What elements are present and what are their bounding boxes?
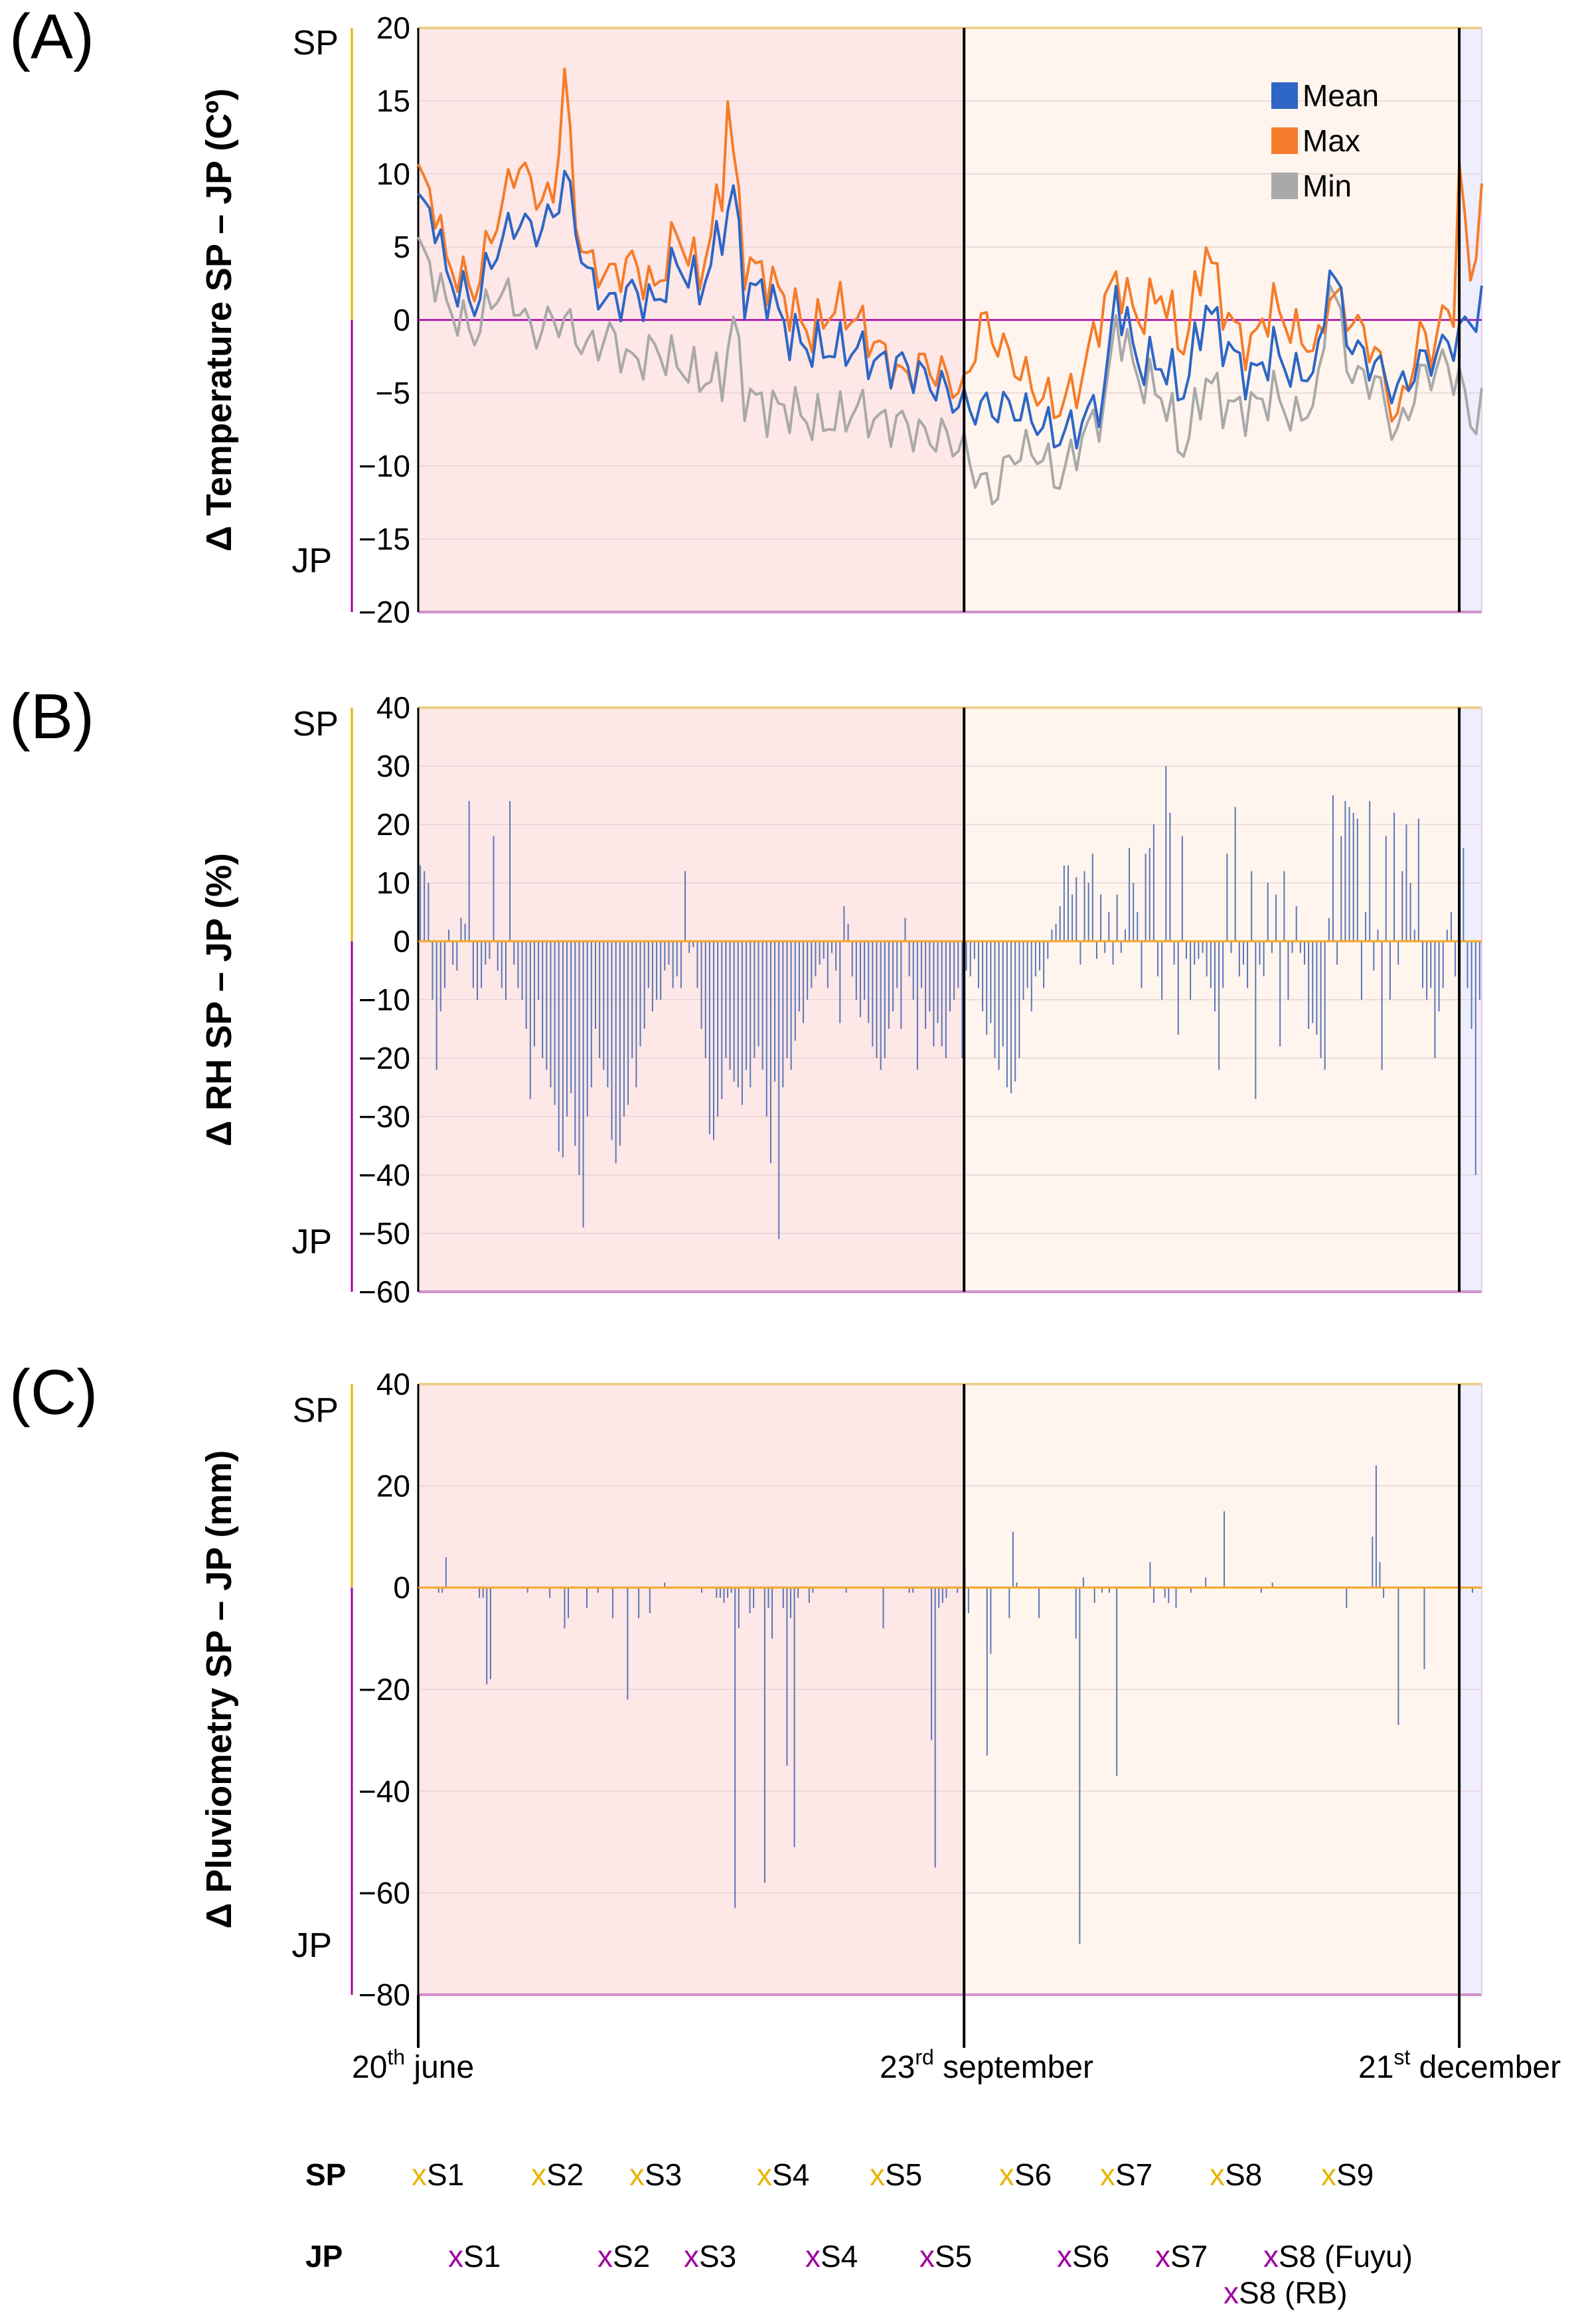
legend-swatch-max — [1271, 127, 1298, 154]
max-series-line — [417, 67, 1483, 423]
y-tick-label: −20 — [358, 1041, 410, 1075]
jp-sample-7: xS7 — [1155, 2239, 1208, 2274]
y-tick-label: 0 — [393, 303, 410, 337]
sp-sample-3: xS3 — [629, 2157, 682, 2192]
jp-sample-9: xS8 (RB) — [1224, 2276, 1348, 2310]
sp-sample-5: xS5 — [870, 2157, 922, 2192]
date-label: 23rd september — [880, 2045, 1093, 2085]
jp-sample-3: xS3 — [684, 2239, 736, 2274]
jp-side-label: JP — [291, 1223, 332, 1261]
legend-swatch-min — [1271, 173, 1298, 199]
y-tick-label: −5 — [376, 376, 410, 410]
panel-b-relative-humidity: 40 30 20 10 0 −10 −20 −30 −40 −50 −60 SP JP (B) Δ RH S… — [9, 681, 1482, 1309]
y-tick-label: 40 — [376, 690, 410, 725]
sp-sample-7: xS7 — [1100, 2157, 1152, 2192]
sp-sample-4: xS4 — [757, 2157, 809, 2192]
y-tick-label: −60 — [358, 1876, 410, 1910]
legend-label-min: Min — [1303, 169, 1352, 203]
y-tick-label: −15 — [358, 522, 410, 556]
schedule-sp-label: SP — [305, 2157, 346, 2192]
y-tick-label: −40 — [358, 1774, 410, 1808]
y-tick-label: 5 — [393, 230, 410, 264]
panel-label: (B) — [9, 681, 94, 752]
legend: Mean Max Min — [1271, 78, 1379, 203]
y-tick-label: 0 — [393, 924, 410, 959]
sp-side-label: SP — [293, 705, 339, 743]
y-axis-title: Δ Pluviometry SP – JP (mm) — [199, 1450, 239, 1928]
y-tick-label: 10 — [376, 866, 410, 900]
y-tick-label: −20 — [358, 595, 410, 629]
sp-sample-9: xS9 — [1321, 2157, 1374, 2192]
panel-label: (A) — [9, 1, 94, 72]
panel-label: (C) — [9, 1357, 98, 1428]
y-tick-label: 15 — [376, 84, 410, 118]
sp-sample-6: xS6 — [999, 2157, 1052, 2192]
y-tick-label: 20 — [376, 11, 410, 45]
sampling-schedule: SP JP xS1 xS2 xS3 xS4 xS5 xS6 xS7 xS8 xS9 xS1 xS2 xS3… — [305, 2157, 1413, 2310]
y-tick-label: −10 — [358, 982, 410, 1017]
legend-label-mean: Mean — [1303, 78, 1379, 113]
jp-sample-6: xS6 — [1057, 2239, 1109, 2274]
y-tick-label: 0 — [393, 1571, 410, 1605]
jp-sample-2: xS2 — [597, 2239, 650, 2274]
min-series-line — [417, 236, 1483, 506]
y-tick-label: −20 — [358, 1672, 410, 1707]
sp-sample-2: xS2 — [531, 2157, 584, 2192]
panel-a-temperature: 20 15 10 5 0 −5 −10 −15 −20 SP JP (A) Δ Temperature … — [9, 1, 1483, 629]
date-label: 21st december — [1358, 2045, 1561, 2085]
y-tick-label: 30 — [376, 749, 410, 783]
y-axis-title: Δ RH SP – JP (%) — [199, 853, 239, 1146]
sp-sample-8: xS8 — [1210, 2157, 1262, 2192]
y-tick-label: −10 — [358, 449, 410, 483]
jp-sample-4: xS4 — [805, 2239, 858, 2274]
jp-sample-1: xS1 — [448, 2239, 501, 2274]
legend-label-max: Max — [1303, 123, 1360, 158]
y-tick-label: 40 — [376, 1367, 410, 1401]
jp-sample-8: xS8 (Fuyu) — [1263, 2239, 1413, 2274]
sp-sample-1: xS1 — [412, 2157, 464, 2192]
y-axis-title: Δ Temperature SP – JP (Cº) — [199, 88, 239, 552]
jp-side-label: JP — [291, 1926, 332, 1965]
panel-c-pluviometry: 40 20 0 −20 −40 −60 −80 SP JP (C) Δ Pluviometry SP… — [9, 1357, 1482, 2012]
legend-swatch-mean — [1271, 82, 1298, 109]
y-tick-label: −80 — [358, 1977, 410, 2012]
y-tick-label: −50 — [358, 1216, 410, 1251]
y-tick-label: −60 — [358, 1275, 410, 1309]
sp-side-label: SP — [293, 24, 339, 62]
jp-side-label: JP — [291, 542, 332, 580]
sp-side-label: SP — [293, 1391, 339, 1430]
y-tick-label: −30 — [358, 1099, 410, 1134]
jp-sample-5: xS5 — [919, 2239, 972, 2274]
y-tick-label: 10 — [376, 157, 410, 191]
timeline-axis: 20th june 23rd september 21st december — [352, 1995, 1561, 2085]
date-label: 20th june — [352, 2045, 474, 2085]
y-tick-label: 20 — [376, 1468, 410, 1503]
mean-series-line — [417, 169, 1483, 450]
y-tick-label: −40 — [358, 1158, 410, 1192]
schedule-jp-label: JP — [305, 2239, 343, 2274]
y-tick-label: 20 — [376, 807, 410, 842]
